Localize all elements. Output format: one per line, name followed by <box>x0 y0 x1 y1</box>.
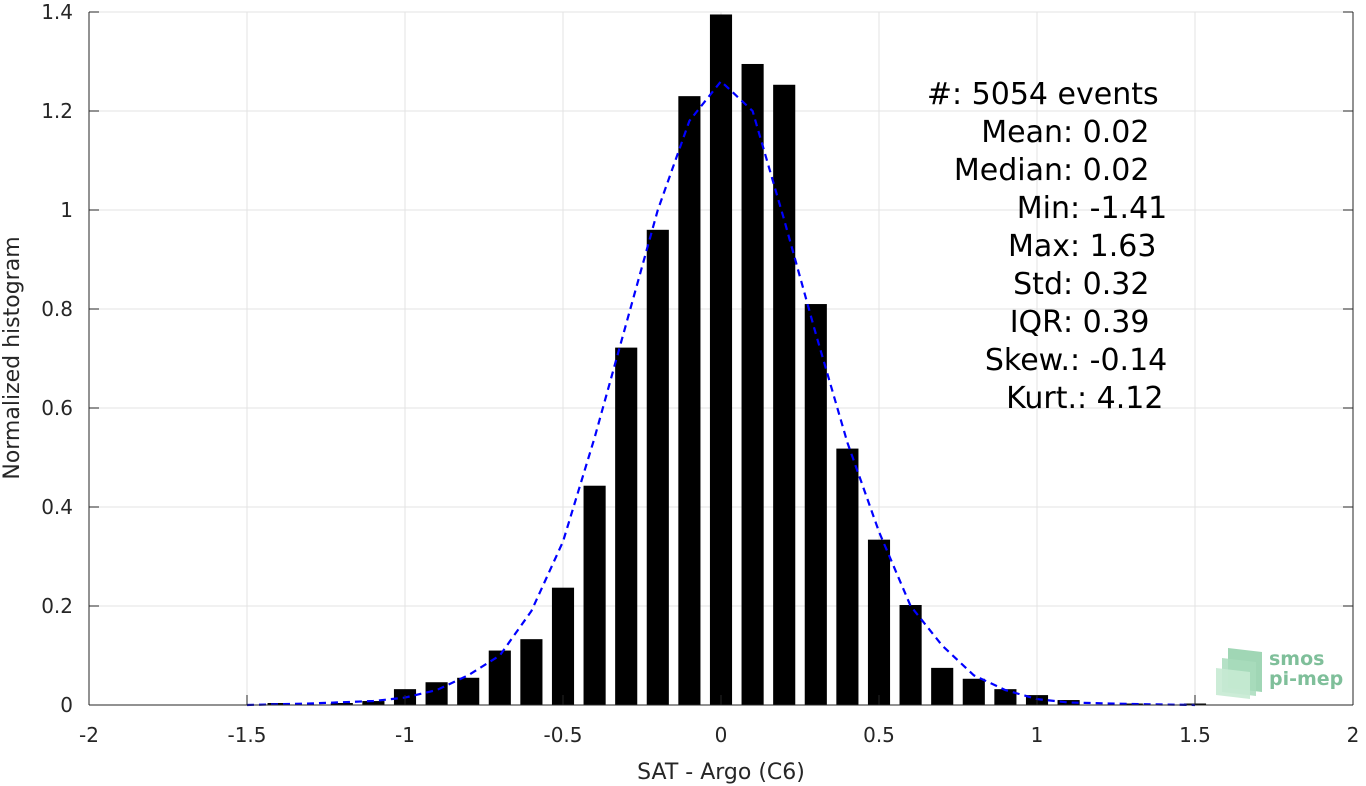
histogram-bar <box>457 677 480 705</box>
stats-label: IQR <box>1010 305 1063 340</box>
stats-value: : 5054 events <box>952 77 1159 112</box>
stats-label: Mean <box>981 115 1063 150</box>
logo-emblem-icon <box>1216 648 1262 699</box>
histogram-bar <box>773 84 796 705</box>
stats-label: Median <box>954 153 1063 188</box>
histogram-bar <box>899 605 922 705</box>
stats-value: : 1.63 <box>1070 229 1156 264</box>
stats-value: : 0.02 <box>1063 115 1149 150</box>
stats-value: : 4.12 <box>1077 381 1163 416</box>
y-tick-label: 0.6 <box>41 396 73 420</box>
histogram-bar <box>709 14 733 706</box>
y-axis-label: Normalized histogram <box>0 236 25 479</box>
histogram-bar <box>488 650 511 705</box>
histogram-bar <box>615 347 638 705</box>
x-axis-label: SAT - Argo (C6) <box>637 760 805 785</box>
histogram-bar <box>267 703 290 705</box>
histogram-bar <box>678 96 701 705</box>
histogram-bar <box>931 667 954 705</box>
y-tick-labels: 0 0.2 0.4 0.6 0.8 1 1.2 1.4 <box>41 0 73 717</box>
histogram-bar <box>962 678 985 705</box>
y-tick-label: 0.4 <box>41 495 73 519</box>
logo-text-pi-mep: pi-mep <box>1269 668 1343 690</box>
histogram-bar <box>520 639 543 705</box>
stats-label: Skew. <box>985 343 1070 378</box>
x-tick-label: -2 <box>79 723 99 747</box>
stats-label: Min <box>1017 191 1070 226</box>
stats-value: : -1.41 <box>1070 191 1167 226</box>
stats-label: Kurt. <box>1006 381 1077 416</box>
fit-line-series <box>246 79 1196 707</box>
y-tick-label: 0.8 <box>41 297 73 321</box>
histogram-bar <box>646 229 669 706</box>
x-tick-label: -1 <box>395 723 415 747</box>
stats-label: # <box>927 77 952 112</box>
logo-text-smos: smos <box>1269 648 1324 670</box>
y-tick-label: 0.2 <box>41 594 73 618</box>
x-tick-label: 1 <box>1031 723 1044 747</box>
x-tick-label: 0 <box>715 723 728 747</box>
histogram-bar <box>994 689 1017 705</box>
smos-pi-mep-logo: smos pi-mep <box>1216 648 1343 699</box>
y-tick-label: 1.4 <box>41 0 73 24</box>
x-tick-labels: -2 -1.5 -1 -0.5 0 0.5 1 1.5 2 <box>79 723 1359 747</box>
histogram-bar <box>867 539 891 705</box>
x-tick-label: -0.5 <box>543 723 582 747</box>
histogram-bar <box>1057 700 1080 705</box>
stats-value: : 0.39 <box>1063 305 1149 340</box>
y-tick-label: 1.2 <box>41 99 73 123</box>
stats-label: Std <box>1013 267 1063 302</box>
histogram-bar <box>741 63 764 706</box>
histogram-bar <box>551 587 575 705</box>
x-tick-label: -1.5 <box>227 723 266 747</box>
stats-value: : 0.02 <box>1063 153 1149 188</box>
y-tick-label: 0 <box>60 693 73 717</box>
stats-value: : 0.32 <box>1063 267 1149 302</box>
x-tick-label: 0.5 <box>863 723 895 747</box>
histogram-bar <box>330 703 353 705</box>
stats-label: Max <box>1008 229 1070 264</box>
fit-curve-line <box>246 79 1196 707</box>
y-tick-label: 1 <box>60 198 73 222</box>
x-tick-label: 1.5 <box>1179 723 1211 747</box>
histogram-bar <box>836 448 859 705</box>
stats-value: : -0.14 <box>1070 343 1167 378</box>
axes <box>88 11 1354 706</box>
x-tick-label: 2 <box>1347 723 1360 747</box>
histogram-bar <box>362 701 385 705</box>
histogram-bar <box>425 682 448 705</box>
histogram-bar <box>583 485 606 705</box>
histogram-bar <box>804 304 827 705</box>
